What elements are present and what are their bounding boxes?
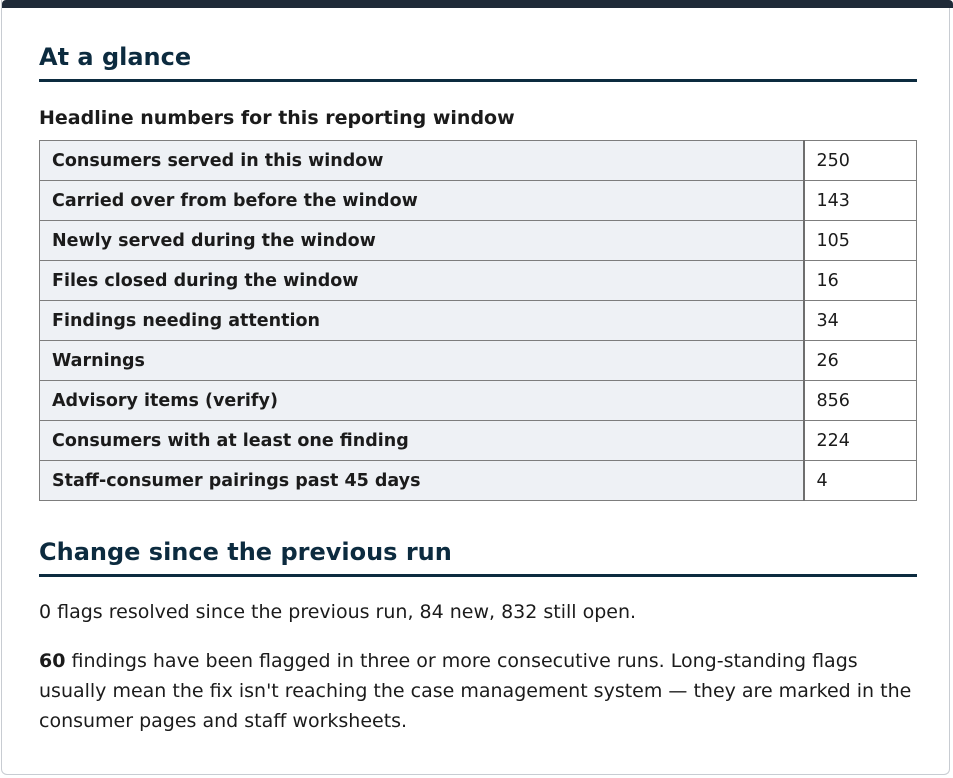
table-row: Consumers served in this window 250 xyxy=(39,140,917,181)
persistent-findings-note: 60 findings have been flagged in three o… xyxy=(39,646,917,736)
row-value: 224 xyxy=(803,420,917,461)
row-value: 143 xyxy=(803,180,917,221)
persistent-findings-count: 60 xyxy=(39,650,66,672)
row-label: Consumers served in this window xyxy=(39,140,805,181)
persistent-findings-text: findings have been flagged in three or m… xyxy=(39,650,912,732)
row-value: 856 xyxy=(803,380,917,421)
row-label: Findings needing attention xyxy=(39,300,805,341)
row-label: Newly served during the window xyxy=(39,220,805,261)
table-row: Findings needing attention 34 xyxy=(39,300,917,341)
table-row: Staff-consumer pairings past 45 days 4 xyxy=(39,460,917,501)
row-label: Consumers with at least one finding xyxy=(39,420,805,461)
at-a-glance-section: At a glance Headline numbers for this re… xyxy=(39,42,917,501)
table-row: Consumers with at least one finding 224 xyxy=(39,420,917,461)
row-label: Carried over from before the window xyxy=(39,180,805,221)
row-label: Advisory items (verify) xyxy=(39,380,805,421)
table-row: Newly served during the window 105 xyxy=(39,220,917,261)
table-row: Warnings 26 xyxy=(39,340,917,381)
report-content: At a glance Headline numbers for this re… xyxy=(39,42,917,736)
top-accent-bar xyxy=(2,0,953,8)
at-a-glance-heading: At a glance xyxy=(39,42,917,82)
headline-numbers-table: Consumers served in this window 250 Carrie… xyxy=(39,140,917,501)
headline-numbers-caption: Headline numbers for this reporting wind… xyxy=(39,107,515,129)
row-label: Warnings xyxy=(39,340,805,381)
row-value: 250 xyxy=(803,140,917,181)
change-section: Change since the previous run 0 flags re… xyxy=(39,537,917,736)
row-value: 34 xyxy=(803,300,917,341)
change-summary: 0 flags resolved since the previous run,… xyxy=(39,601,637,623)
row-value: 16 xyxy=(803,260,917,301)
change-heading: Change since the previous run xyxy=(39,537,917,577)
table-row: Files closed during the window 16 xyxy=(39,260,917,301)
row-value: 26 xyxy=(803,340,917,381)
row-label: Files closed during the window xyxy=(39,260,805,301)
row-value: 105 xyxy=(803,220,917,261)
row-label: Staff-consumer pairings past 45 days xyxy=(39,460,805,501)
row-value: 4 xyxy=(803,460,917,501)
table-row: Advisory items (verify) 856 xyxy=(39,380,917,421)
table-row: Carried over from before the window 143 xyxy=(39,180,917,221)
